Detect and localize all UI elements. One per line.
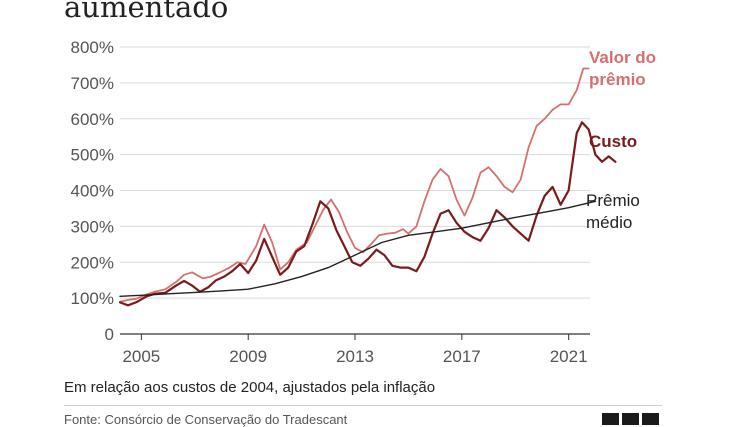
x-tick-label: 2005 bbox=[122, 347, 160, 366]
y-tick-label: 400% bbox=[71, 182, 114, 201]
y-tick-label: 0 bbox=[105, 325, 114, 344]
y-tick-label: 500% bbox=[71, 146, 114, 165]
custo-label: Custo bbox=[589, 132, 637, 151]
y-tick-label: 700% bbox=[71, 74, 114, 93]
x-tick-label: 2017 bbox=[443, 347, 481, 366]
x-tick-label: 2009 bbox=[229, 347, 267, 366]
y-tick-label: 100% bbox=[71, 289, 114, 308]
custo-line bbox=[118, 121, 617, 307]
chart-title: aumentado bbox=[64, 0, 229, 24]
x-axis: 2005 2009 2013 2017 2021 bbox=[122, 334, 588, 366]
y-axis: 0 100% 200% 300% 400% 500% 600% 700% 800% bbox=[71, 38, 114, 344]
gridlines bbox=[120, 46, 590, 335]
y-tick-label: 600% bbox=[71, 110, 114, 129]
bbc-logo bbox=[602, 413, 659, 425]
valor-do-premio-line bbox=[119, 67, 590, 303]
source-text: Fonte: Consórcio de Conservação do Trade… bbox=[64, 412, 348, 427]
chart-note: Em relação aos custos de 2004, ajustados… bbox=[64, 379, 436, 396]
premio-medio-label: Prêmio médio bbox=[586, 191, 640, 232]
y-tick-label: 300% bbox=[71, 217, 114, 236]
y-tick-label: 200% bbox=[71, 253, 114, 272]
footer-divider bbox=[64, 405, 662, 406]
x-tick-label: 2021 bbox=[550, 347, 588, 366]
valor-do-premio-label: Valor do prêmio bbox=[589, 48, 656, 89]
x-tick-label: 2013 bbox=[336, 347, 374, 366]
y-tick-label: 800% bbox=[71, 38, 114, 57]
premio-medio-line bbox=[119, 200, 597, 297]
series-labels: Valor do prêmio Custo Prêmio médio bbox=[586, 48, 656, 232]
series-lines bbox=[118, 67, 617, 307]
